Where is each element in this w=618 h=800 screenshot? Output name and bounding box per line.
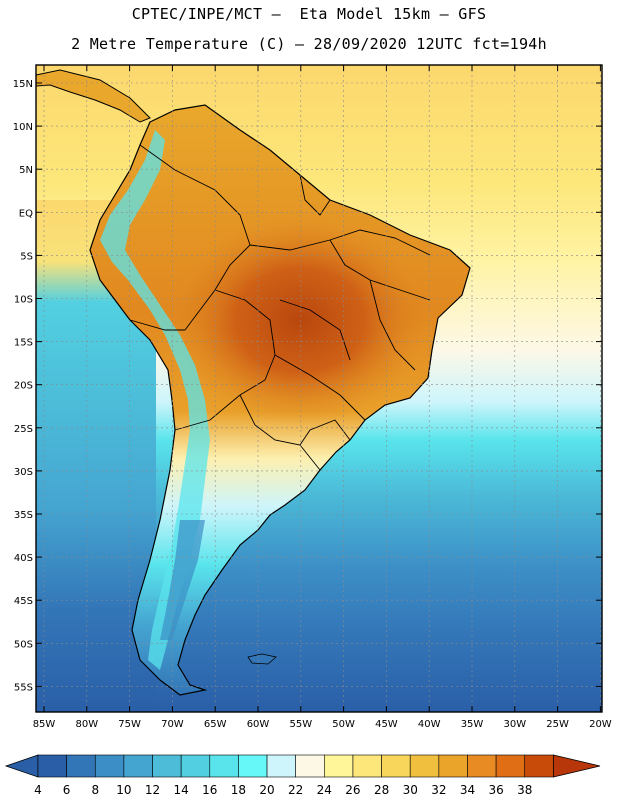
map-body [36, 65, 602, 712]
colorbar-swatch [438, 754, 468, 778]
colorbar-swatch [209, 754, 239, 778]
latitude-axis: 15N 10N 5N EQ 5S 10S 15S 20S 25S 30S 35S 40S 45S 50S 5… [13, 79, 602, 693]
lon-label: 80W [75, 719, 98, 730]
colorbar-label: 26 [345, 783, 360, 797]
colorbar-swatch [152, 754, 182, 778]
colorbar-swatch [381, 754, 411, 778]
lat-label: 55S [14, 682, 33, 693]
lon-label: 45W [375, 719, 398, 730]
central-america [36, 69, 151, 123]
lon-label: 30W [503, 719, 526, 730]
colorbar-swatch [324, 754, 354, 778]
longitude-axis: 85W 80W 75W 70W 65W 60W 55W 50W 45W 40W 35W 30W 25W 2… [33, 65, 612, 730]
patagonia-cold-zone [160, 520, 205, 640]
colorbar-label: 24 [317, 783, 332, 797]
colorbar-swatch [524, 754, 554, 778]
lon-label: 35W [461, 719, 484, 730]
lat-label: 5N [19, 165, 33, 176]
lat-label: EQ [19, 208, 33, 219]
lon-label: 85W [33, 719, 56, 730]
lat-label: 35S [14, 510, 33, 521]
lat-label: 30S [14, 467, 33, 478]
colorbar-label: 10 [116, 783, 131, 797]
lon-label: 25W [546, 719, 569, 730]
graticule [36, 65, 602, 712]
colorbar-swatch [467, 754, 497, 778]
colorbar-label: 14 [174, 783, 189, 797]
lon-label: 75W [118, 719, 141, 730]
lon-label: 60W [247, 719, 270, 730]
temperature-colorbar: 4 6 8 10 12 14 16 18 20 22 24 26 28 30 32 34 36 38 [4, 754, 601, 797]
colorbar-label: 32 [431, 783, 446, 797]
hot-interior-zone [170, 215, 430, 425]
colorbar-label: 18 [231, 783, 246, 797]
lon-label: 50W [332, 719, 355, 730]
colorbar-label: 22 [288, 783, 303, 797]
colorbar-label: 4 [34, 783, 42, 797]
colorbar-label: 6 [63, 783, 71, 797]
colorbar-arrow-low [4, 754, 39, 778]
lat-label: 15S [14, 338, 33, 349]
colorbar-label: 8 [91, 783, 99, 797]
lat-label: 5S [20, 251, 33, 262]
colorbar-label: 28 [374, 783, 389, 797]
map-title-line2: 2 Metre Temperature (C) – 28/09/2020 12U… [71, 35, 547, 53]
colorbar-label: 34 [460, 783, 475, 797]
lon-label: 40W [418, 719, 441, 730]
colorbar-swatch [180, 754, 211, 778]
colorbar-label: 30 [403, 783, 418, 797]
colorbar-swatch [495, 754, 526, 778]
colorbar-swatch [352, 754, 382, 778]
lat-label: 50S [14, 639, 33, 650]
map-frame [35, 64, 603, 713]
lon-label: 20W [589, 719, 612, 730]
colorbar-label: 16 [202, 783, 217, 797]
colorbar-swatch [238, 754, 268, 778]
colorbar-label: 36 [488, 783, 503, 797]
colorbar-label: 12 [145, 783, 160, 797]
colorbar-arrow-high [552, 754, 601, 778]
lat-label: 45S [14, 596, 33, 607]
colorbar-swatch [295, 754, 325, 778]
colorbar-swatch [409, 754, 440, 778]
map-title-line1: CPTEC/INPE/MCT – Eta Model 15km – GFS [131, 5, 487, 23]
lat-label: 10S [14, 295, 33, 306]
lat-label: 25S [14, 424, 33, 435]
lon-label: 55W [289, 719, 312, 730]
colorbar-swatch [266, 754, 296, 778]
lon-label: 65W [204, 719, 227, 730]
lat-label: 20S [14, 381, 33, 392]
lat-label: 10N [13, 122, 33, 133]
lat-label: 40S [14, 553, 33, 564]
colorbar-swatch [37, 754, 67, 778]
falkland-islands [247, 653, 277, 665]
lon-label: 70W [161, 719, 184, 730]
colorbar-swatch [123, 754, 153, 778]
colorbar-label: 38 [517, 783, 532, 797]
colorbar-swatch [66, 754, 96, 778]
lat-label: 15N [13, 79, 33, 90]
colorbar-swatch [94, 754, 125, 778]
colorbar-label: 20 [259, 783, 274, 797]
